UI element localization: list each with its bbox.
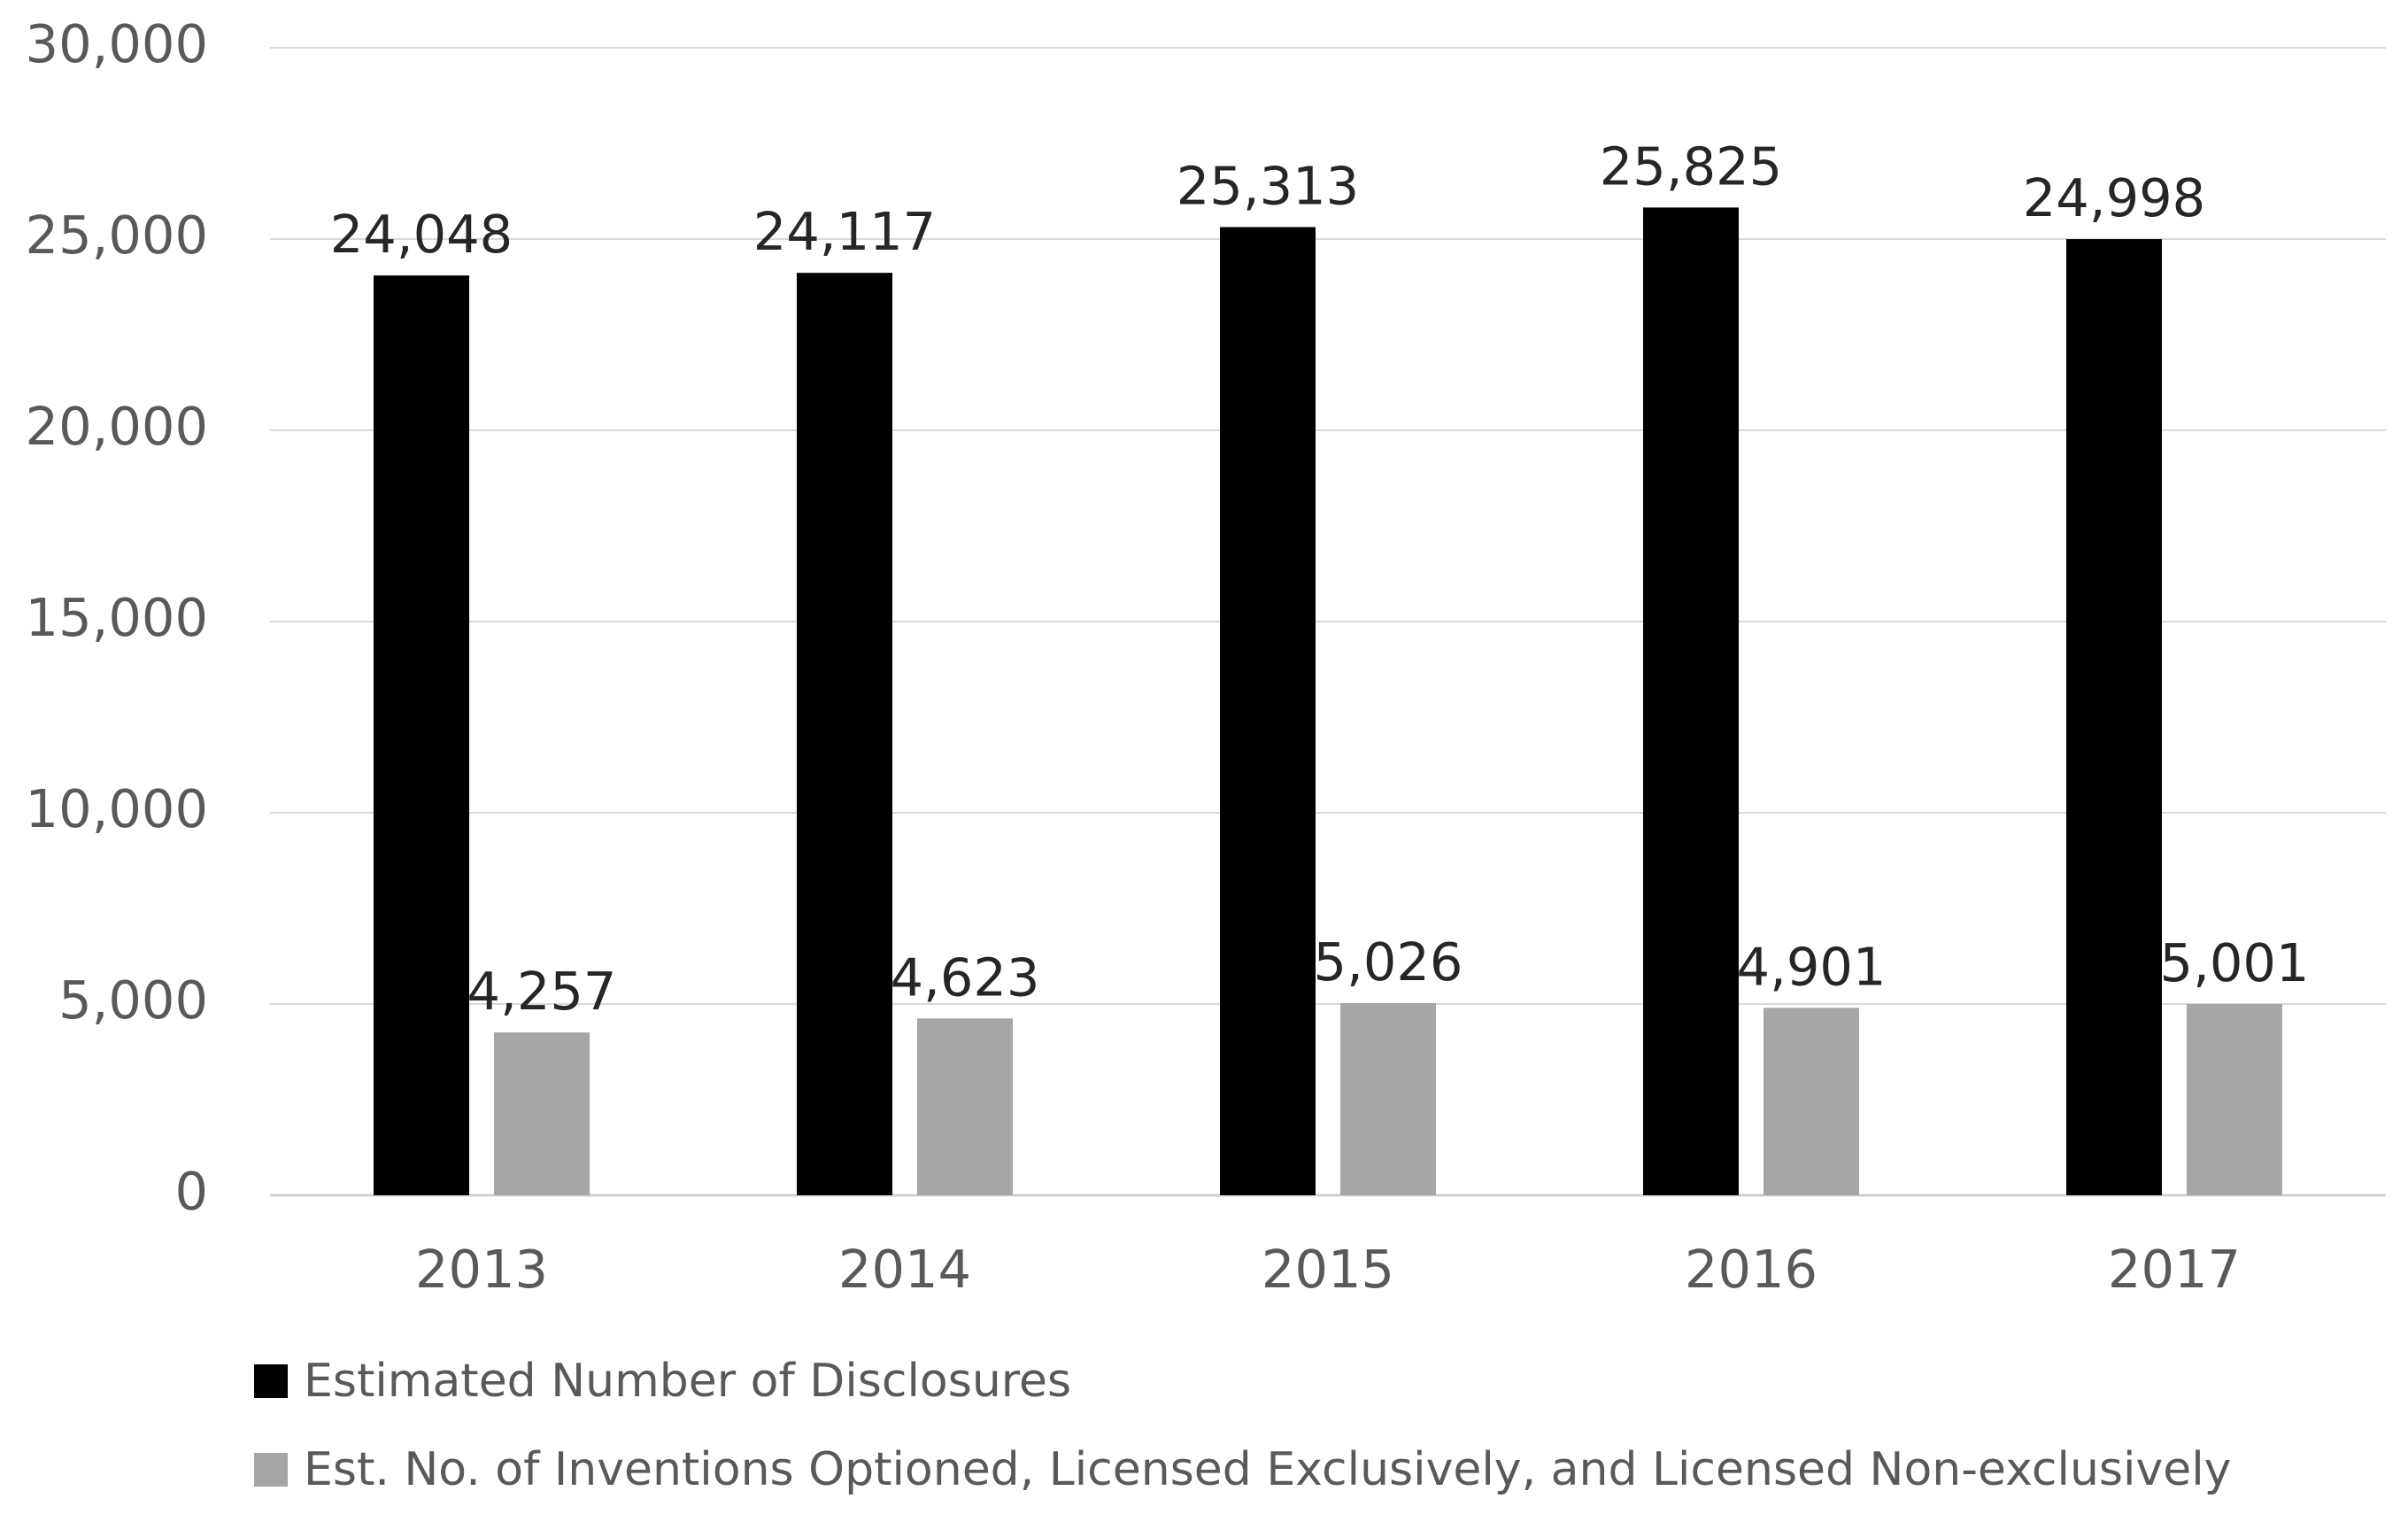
- data-label-disclosures: 24,048: [330, 204, 513, 265]
- data-label-disclosures: 24,117: [753, 201, 936, 262]
- y-tick-label: 30,000: [26, 13, 208, 74]
- data-label-inventions: 4,257: [467, 961, 617, 1022]
- legend-swatch-disclosures: [254, 1364, 288, 1398]
- y-tick-label: 0: [174, 1161, 208, 1222]
- bar-disclosures: [797, 273, 892, 1195]
- legend-label-inventions: Est. No. of Inventions Optioned, License…: [304, 1443, 2232, 1496]
- y-tick-label: 15,000: [26, 587, 208, 648]
- data-label-disclosures: 24,998: [2023, 167, 2205, 228]
- bar-disclosures: [2066, 239, 2162, 1195]
- bar-inventions: [494, 1032, 590, 1195]
- bar-disclosures: [1643, 207, 1739, 1196]
- bar-inventions: [1340, 1002, 1436, 1195]
- y-tick-label: 25,000: [26, 205, 208, 266]
- legend-item-disclosures: Estimated Number of Disclosures: [254, 1337, 2379, 1425]
- x-tick-label: 2017: [2108, 1239, 2241, 1300]
- chart-legend: Estimated Number of Disclosures Est. No.…: [254, 1337, 2379, 1514]
- bar-disclosures: [1220, 227, 1316, 1195]
- bar-inventions: [917, 1018, 1013, 1195]
- y-tick-label: 10,000: [26, 778, 208, 839]
- bar-disclosures: [374, 275, 469, 1195]
- legend-label-disclosures: Estimated Number of Disclosures: [304, 1355, 1072, 1408]
- bar-inventions: [2187, 1003, 2282, 1195]
- data-label-inventions: 4,901: [1737, 936, 1887, 997]
- y-tick-label: 5,000: [58, 969, 208, 1031]
- x-tick-label: 2015: [1262, 1239, 1394, 1300]
- x-tick-label: 2016: [1685, 1239, 1818, 1300]
- x-tick-label: 2014: [838, 1239, 971, 1300]
- data-label-inventions: 5,001: [2160, 932, 2310, 993]
- y-tick-label: 20,000: [26, 396, 208, 457]
- x-tick-label: 2013: [415, 1239, 548, 1300]
- data-label-inventions: 4,623: [891, 946, 1040, 1008]
- data-label-disclosures: 25,313: [1177, 155, 1359, 216]
- legend-item-inventions: Est. No. of Inventions Optioned, License…: [254, 1425, 2379, 1514]
- legend-swatch-inventions: [254, 1453, 288, 1487]
- data-label-inventions: 5,026: [1314, 931, 1463, 993]
- data-label-disclosures: 25,825: [1600, 135, 1782, 197]
- bar-inventions: [1764, 1008, 1859, 1195]
